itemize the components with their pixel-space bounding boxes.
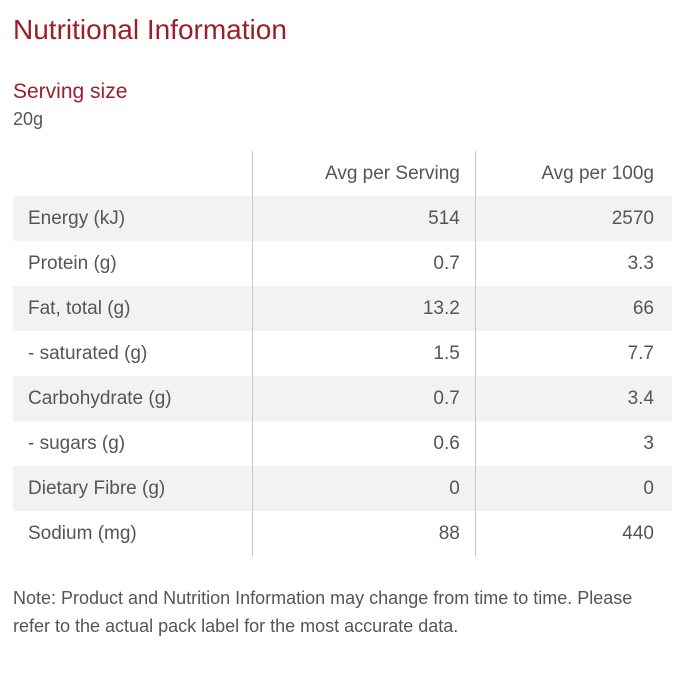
table-row: - sugars (g) 0.6 3 <box>13 421 672 466</box>
nutrient-name: Fat, total (g) <box>13 286 253 331</box>
table-row: - saturated (g) 1.5 7.7 <box>13 331 672 376</box>
per-serving-value: 514 <box>252 196 476 241</box>
per-100g-value: 3 <box>474 421 672 466</box>
per-100g-value: 7.7 <box>474 331 672 376</box>
header-avg-per-serving: Avg per Serving <box>252 151 476 196</box>
per-100g-value: 66 <box>474 286 672 331</box>
per-100g-value: 3.4 <box>474 376 672 421</box>
nutrient-name: Carbohydrate (g) <box>13 376 253 421</box>
per-serving-value: 88 <box>252 511 476 556</box>
per-100g-value: 2570 <box>474 196 672 241</box>
nutrient-name: Protein (g) <box>28 252 117 274</box>
per-serving-value: 13.2 <box>252 286 476 331</box>
table-row: Fat, total (g) 13.2 66 <box>13 286 672 331</box>
table-row: Sodium (mg) 88 440 <box>13 511 672 556</box>
per-100g-value: 3.3 <box>474 241 672 286</box>
nutrient-name: Energy (kJ) <box>13 196 253 241</box>
header-nutrient <box>13 151 253 196</box>
table-row: Carbohydrate (g) 0.7 3.4 <box>13 376 672 421</box>
serving-size-label: Serving size <box>13 80 128 103</box>
page-title: Nutritional Information <box>13 14 287 45</box>
per-serving-value: 0.7 <box>252 241 476 286</box>
nutrient-name: Dietary Fibre (g) <box>13 466 253 511</box>
per-serving-value: 0.7 <box>252 376 476 421</box>
nutrient-name: - sugars (g) <box>28 432 126 454</box>
header-avg-per-100g: Avg per 100g <box>474 151 672 196</box>
disclaimer-note: Note: Product and Nutrition Information … <box>13 588 633 636</box>
table-row: Dietary Fibre (g) 0 0 <box>13 466 672 511</box>
table-row: Energy (kJ) 514 2570 <box>13 196 672 241</box>
serving-size-value: 20g <box>13 109 44 129</box>
per-serving-value: 0 <box>252 466 476 511</box>
per-100g-value: 440 <box>474 511 672 556</box>
table-header-row: Avg per Serving Avg per 100g <box>13 151 672 196</box>
per-serving-value: 0.6 <box>252 421 476 466</box>
nutrient-name: - saturated (g) <box>28 342 148 364</box>
per-100g-value: 0 <box>474 466 672 511</box>
table-row: Protein (g) 0.7 3.3 <box>13 241 672 286</box>
nutrient-name: Sodium (mg) <box>28 522 137 544</box>
per-serving-value: 1.5 <box>252 331 476 376</box>
nutrition-table: Avg per Serving Avg per 100g Energy (kJ)… <box>13 151 672 556</box>
